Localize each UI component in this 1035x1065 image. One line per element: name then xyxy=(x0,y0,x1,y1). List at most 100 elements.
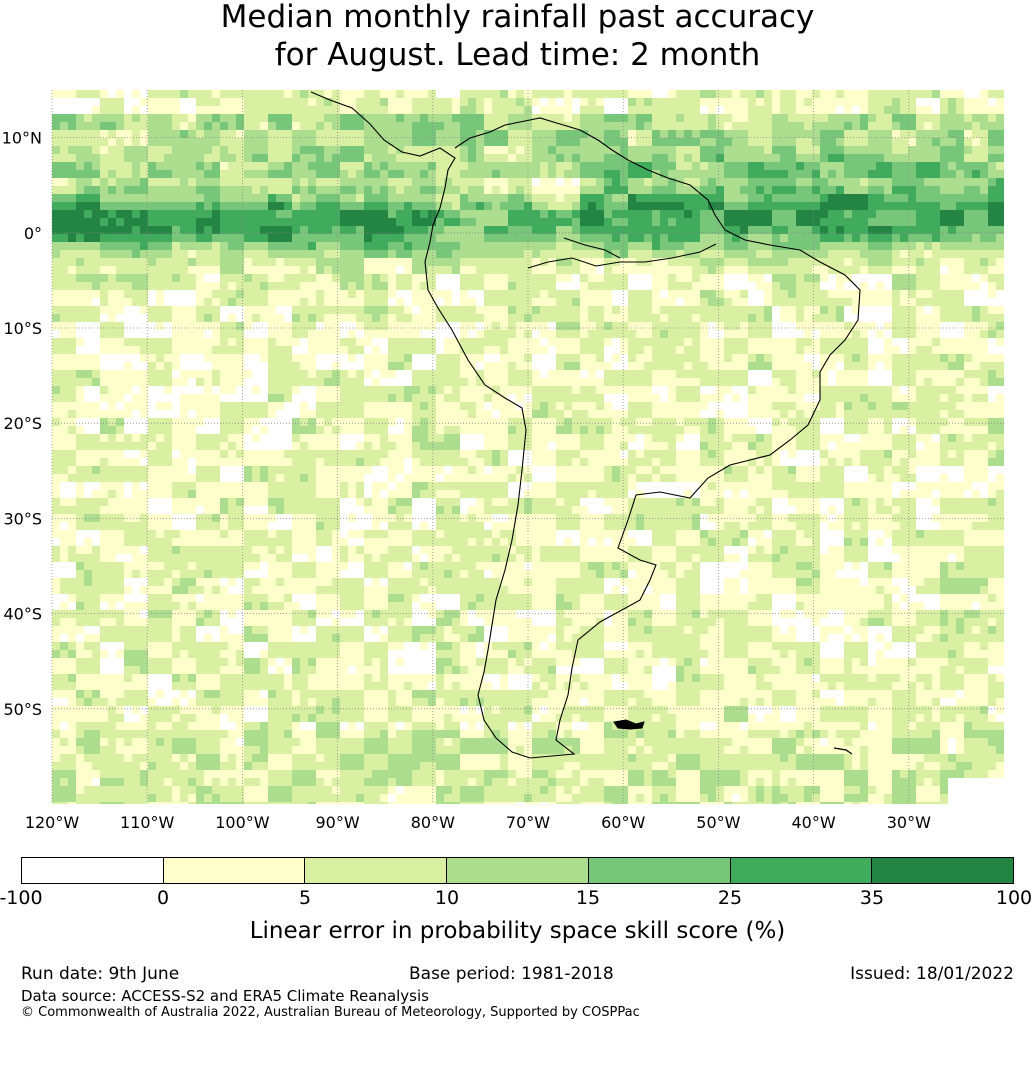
skill-cell xyxy=(684,306,692,314)
skill-cell xyxy=(420,186,428,194)
skill-cell xyxy=(420,98,428,106)
skill-cell xyxy=(764,266,772,274)
skill-cell xyxy=(876,170,884,178)
skill-cell xyxy=(68,178,76,186)
skill-cell xyxy=(972,122,980,130)
skill-cell xyxy=(652,146,660,154)
skill-cell xyxy=(244,410,252,418)
skill-cell xyxy=(444,186,452,194)
skill-cell xyxy=(796,194,804,202)
skill-cell xyxy=(628,202,636,210)
skill-cell xyxy=(732,322,740,330)
skill-cell xyxy=(652,210,660,218)
skill-cell xyxy=(948,234,956,242)
skill-cell xyxy=(748,274,756,282)
skill-cell xyxy=(460,346,468,354)
skill-cell xyxy=(172,362,180,370)
skill-cell xyxy=(148,402,156,410)
skill-cell xyxy=(108,210,116,218)
skill-cell xyxy=(996,186,1004,194)
skill-cell xyxy=(460,154,468,162)
skill-cell xyxy=(412,338,420,346)
skill-cell xyxy=(412,330,420,338)
skill-cell xyxy=(404,274,412,282)
skill-cell xyxy=(852,130,860,138)
skill-cell xyxy=(300,210,308,218)
skill-cell xyxy=(332,378,340,386)
skill-cell xyxy=(52,354,60,362)
skill-cell xyxy=(380,210,388,218)
skill-cell xyxy=(388,114,396,122)
skill-cell xyxy=(996,354,1004,362)
skill-cell xyxy=(796,210,804,218)
skill-cell xyxy=(132,210,140,218)
skill-cell xyxy=(516,266,524,274)
skill-cell xyxy=(620,314,628,322)
skill-cell xyxy=(364,346,372,354)
skill-cell xyxy=(924,218,932,226)
skill-cell xyxy=(60,330,68,338)
skill-cell xyxy=(140,266,148,274)
skill-cell xyxy=(636,402,644,410)
skill-cell xyxy=(852,122,860,130)
skill-cell xyxy=(164,402,172,410)
skill-cell xyxy=(868,370,876,378)
skill-cell xyxy=(716,418,724,426)
skill-cell xyxy=(460,370,468,378)
skill-cell xyxy=(100,274,108,282)
skill-cell xyxy=(188,250,196,258)
skill-cell xyxy=(460,178,468,186)
skill-cell xyxy=(604,354,612,362)
skill-cell xyxy=(772,122,780,130)
skill-cell xyxy=(380,146,388,154)
skill-cell xyxy=(284,322,292,330)
skill-cell xyxy=(580,346,588,354)
skill-cell xyxy=(668,354,676,362)
skill-cell xyxy=(556,90,564,98)
skill-cell xyxy=(460,218,468,226)
skill-cell xyxy=(284,258,292,266)
skill-cell xyxy=(180,402,188,410)
skill-cell xyxy=(980,362,988,370)
skill-cell xyxy=(796,298,804,306)
skill-cell xyxy=(52,306,60,314)
skill-cell xyxy=(844,362,852,370)
skill-cell xyxy=(388,314,396,322)
skill-cell xyxy=(540,178,548,186)
skill-cell xyxy=(140,146,148,154)
skill-cell xyxy=(820,338,828,346)
skill-cell xyxy=(188,138,196,146)
skill-cell xyxy=(244,370,252,378)
skill-cell xyxy=(476,90,484,98)
skill-cell xyxy=(116,282,124,290)
skill-cell xyxy=(876,274,884,282)
skill-cell xyxy=(868,194,876,202)
skill-cell xyxy=(196,282,204,290)
skill-cell xyxy=(516,258,524,266)
skill-cell xyxy=(508,386,516,394)
skill-cell xyxy=(532,218,540,226)
skill-cell xyxy=(828,146,836,154)
skill-cell xyxy=(852,298,860,306)
skill-cell xyxy=(700,138,708,146)
skill-cell xyxy=(564,170,572,178)
skill-cell xyxy=(316,114,324,122)
skill-cell xyxy=(476,98,484,106)
skill-cell xyxy=(908,338,916,346)
skill-cell xyxy=(820,386,828,394)
skill-cell xyxy=(316,418,324,426)
skill-cell xyxy=(420,346,428,354)
skill-cell xyxy=(364,306,372,314)
skill-cell xyxy=(348,290,356,298)
skill-cell xyxy=(236,402,244,410)
skill-cell xyxy=(300,178,308,186)
skill-cell xyxy=(876,154,884,162)
skill-cell xyxy=(324,226,332,234)
skill-cell xyxy=(916,322,924,330)
skill-cell xyxy=(588,154,596,162)
skill-cell xyxy=(204,258,212,266)
skill-cell xyxy=(916,130,924,138)
skill-cell xyxy=(316,138,324,146)
skill-cell xyxy=(236,98,244,106)
skill-cell xyxy=(940,130,948,138)
